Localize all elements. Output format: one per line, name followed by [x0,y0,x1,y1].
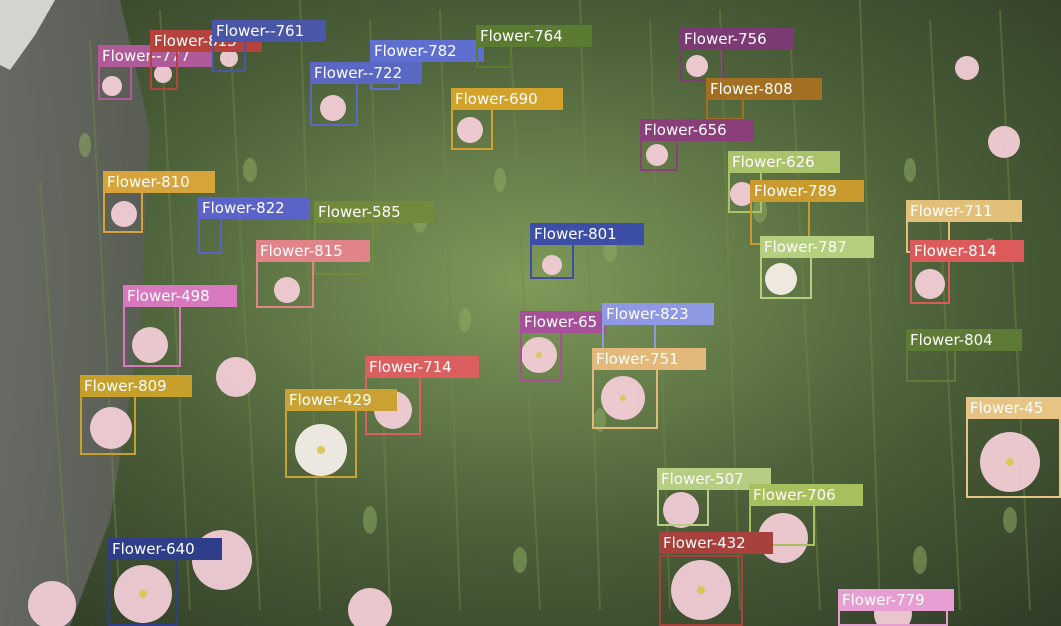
detection-label: Flower-498 [123,285,237,307]
detection-box [451,104,493,150]
detection-box [285,408,357,478]
detection-box [98,62,132,100]
detection-label: Flower-65 [520,311,606,333]
detection-box [659,555,743,626]
detection-label: Flower--761 [212,20,326,42]
detection-label: Flower-787 [760,236,874,258]
detection-label: Flower-585 [314,201,434,223]
detection-label: Flower-429 [285,389,397,411]
detection-label: Flower-764 [476,25,592,47]
detection-box [760,253,812,299]
detection-label: Flower--722 [310,62,422,84]
detection-box [910,258,950,304]
detection-box [640,136,678,171]
detection-label: Flower-714 [365,356,479,378]
detection-box [966,414,1061,498]
detection-label: Flower-640 [108,538,222,560]
detection-label: Flower-706 [749,484,863,506]
detection-label: Flower-656 [640,119,754,141]
detection-box [906,346,956,382]
detection-box [310,80,358,126]
detection-label: Flower-45 [966,397,1061,419]
detection-label: Flower-432 [659,532,773,554]
detection-label: Flower-789 [750,180,864,202]
detection-box [198,214,222,254]
detection-label: Flower-751 [592,348,706,370]
detection-label: Flower-815 [256,240,370,262]
detection-label: Flower-808 [706,78,822,100]
detection-box [680,47,724,81]
detection-label: Flower-756 [680,28,794,50]
detection-label: Flower-690 [451,88,563,110]
detection-label: Flower-711 [906,200,1022,222]
detection-box [150,46,178,90]
detection-box [80,393,136,455]
detection-label: Flower-626 [728,151,840,173]
detection-label: Flower-814 [910,240,1024,262]
detection-label: Flower-810 [103,171,215,193]
detection-box [108,556,178,626]
detection-label: Flower-801 [530,223,644,245]
detection-box [212,38,246,72]
detection-label: Flower-809 [80,375,192,397]
detection-box [530,241,574,279]
detection-label: Flower-782 [370,40,484,62]
detection-box [256,256,314,308]
detection-label: Flower-823 [602,303,714,325]
detection-label: Flower-822 [198,197,310,219]
detection-label: Flower-507 [657,468,771,490]
detection-box [123,303,181,367]
detection-box [657,486,709,526]
detection-label: Flower-804 [906,329,1022,351]
detection-label: Flower-779 [838,589,954,611]
detection-box [520,329,562,381]
detection-box [592,365,658,429]
detection-box [103,189,143,233]
